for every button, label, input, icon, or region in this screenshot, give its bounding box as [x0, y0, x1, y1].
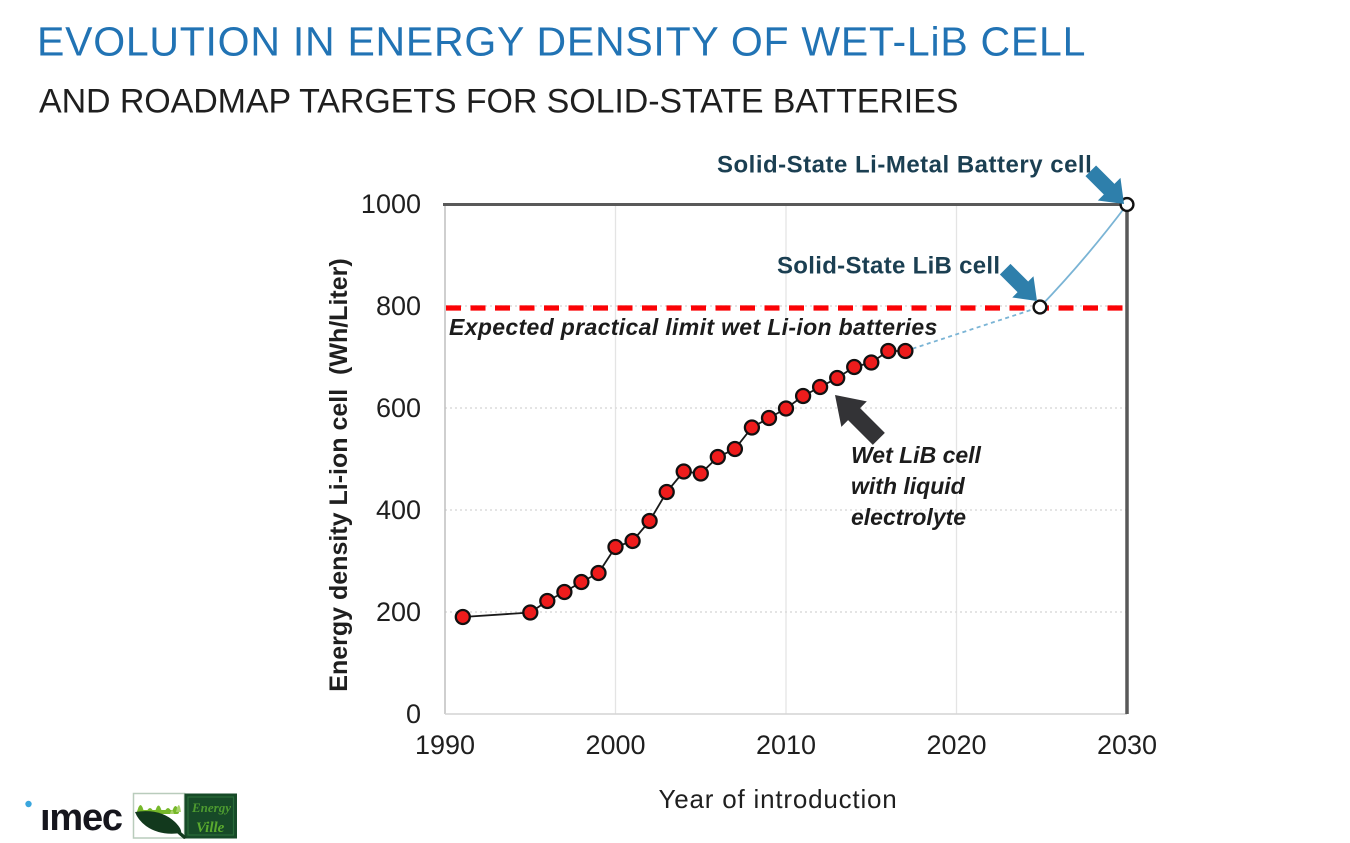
svg-text:electrolyte: electrolyte	[851, 504, 966, 530]
svg-text:Ville: Ville	[196, 820, 225, 836]
svg-text:AND ROADMAP TARGETS FOR SOLID-: AND ROADMAP TARGETS FOR SOLID-STATE BATT…	[39, 83, 958, 121]
svg-text:Solid-State Li-Metal Battery c: Solid-State Li-Metal Battery cell	[717, 152, 1092, 179]
svg-text:2010: 2010	[756, 730, 816, 760]
svg-text:1990: 1990	[415, 730, 475, 760]
svg-text:2020: 2020	[926, 730, 986, 760]
svg-text:EVOLUTION IN ENERGY DENSITY OF: EVOLUTION IN ENERGY DENSITY OF WET-LiB C…	[37, 19, 1086, 65]
svg-text:2000: 2000	[585, 730, 645, 760]
svg-text:800: 800	[376, 291, 421, 321]
svg-text:600: 600	[376, 393, 421, 423]
svg-text:2030: 2030	[1097, 730, 1157, 760]
svg-text:0: 0	[406, 699, 421, 729]
svg-text:with liquid: with liquid	[851, 473, 966, 499]
svg-text:1000: 1000	[361, 189, 421, 219]
svg-text:Expected practical limit wet L: Expected practical limit wet Li-ion batt…	[449, 314, 938, 340]
svg-text:Year of introduction: Year of introduction	[658, 784, 897, 814]
svg-text:Solid-State LiB cell: Solid-State LiB cell	[777, 253, 1000, 280]
svg-text:400: 400	[376, 495, 421, 525]
svg-text:Wet LiB cell: Wet LiB cell	[851, 442, 982, 468]
svg-text:Energy: Energy	[191, 800, 231, 815]
svg-text:ımec: ımec	[40, 797, 123, 839]
svg-text:Energy density Li-ion cell (W: Energy density Li-ion cell (Wh/Liter)	[325, 258, 353, 691]
svg-text:200: 200	[376, 597, 421, 627]
